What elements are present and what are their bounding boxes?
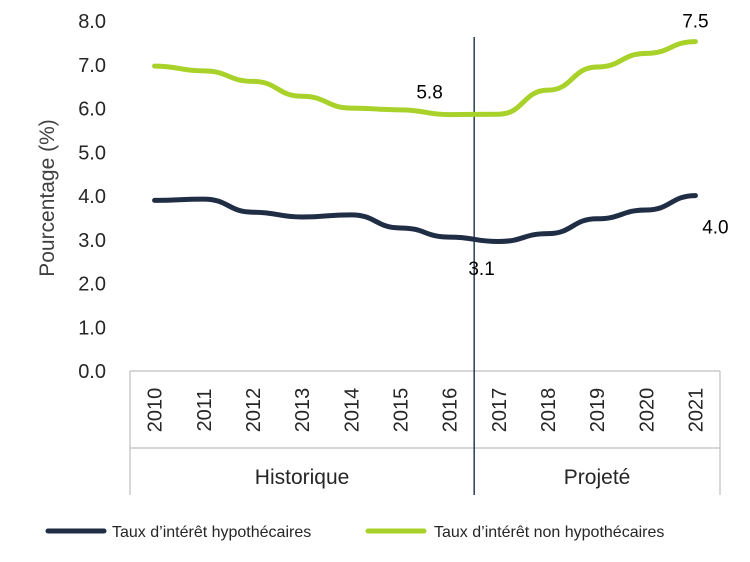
y-axis-label: Pourcentage (%) xyxy=(36,119,59,277)
y-tick-label: 6.0 xyxy=(78,99,106,121)
y-tick-label: 1.0 xyxy=(78,317,106,339)
y-tick-label: 0.0 xyxy=(78,361,106,383)
data-point xyxy=(251,79,255,83)
data-label: 4.0 xyxy=(702,218,728,239)
data-point xyxy=(546,88,550,92)
data-labels: 5.8 7.5 3.1 4.0 xyxy=(416,12,728,281)
y-tick-label: 5.0 xyxy=(78,142,106,164)
data-point xyxy=(497,112,501,116)
data-point xyxy=(448,235,452,239)
data-point xyxy=(398,108,402,112)
y-tick-label: 7.0 xyxy=(78,55,106,77)
data-point xyxy=(644,51,648,55)
legend-item: Taux d’intérêt hypothécaires xyxy=(45,524,311,541)
series-line-non-mortgage xyxy=(152,39,698,118)
data-label: 3.1 xyxy=(468,259,494,280)
x-tick-label: 2017 xyxy=(489,388,511,433)
y-tick-label: 2.0 xyxy=(78,274,106,296)
data-point xyxy=(497,240,501,243)
x-tick-label: 2019 xyxy=(587,388,609,433)
data-point xyxy=(398,226,402,230)
y-axis: 0.0 1.0 2.0 3.0 4.0 5.0 6.0 7.0 8.0 xyxy=(78,11,106,383)
y-tick-label: 4.0 xyxy=(78,186,106,208)
x-tick-label: 2011 xyxy=(194,388,216,431)
period-label: Projeté xyxy=(564,466,631,489)
x-tick-label: 2012 xyxy=(243,388,265,433)
x-tick-label: 2013 xyxy=(292,388,314,433)
y-tick-label: 3.0 xyxy=(78,230,106,252)
x-tick-label: 2021 xyxy=(685,388,707,433)
x-tick-label: 2016 xyxy=(440,388,462,433)
data-point xyxy=(153,198,157,202)
data-label: 7.5 xyxy=(682,12,708,33)
x-tick-label: 2018 xyxy=(538,388,560,433)
data-point xyxy=(202,197,206,201)
data-point xyxy=(349,106,353,110)
legend-label: Taux d’intérêt non hypothécaires xyxy=(434,524,664,541)
data-label: 5.8 xyxy=(416,83,442,104)
legend: Taux d’intérêt hypothécaires Taux d’intér… xyxy=(45,524,664,541)
data-point xyxy=(595,65,599,69)
series-group xyxy=(152,39,698,244)
data-point xyxy=(349,213,353,217)
legend-item: Taux d’intérêt non hypothécaires xyxy=(365,524,664,541)
data-point xyxy=(251,210,255,214)
x-tick-label: 2010 xyxy=(145,388,167,433)
data-point xyxy=(693,40,697,44)
series-line-mortgage xyxy=(152,193,698,244)
x-tick-label: 2015 xyxy=(390,388,412,433)
period-label: Historique xyxy=(255,466,350,489)
x-axis: 2010 2011 2012 2013 2014 2015 2016 2017 2018 2019… xyxy=(129,37,721,495)
data-point xyxy=(300,94,304,98)
y-tick-label: 8.0 xyxy=(78,11,106,33)
x-tick-label: 2020 xyxy=(636,388,658,433)
data-point xyxy=(546,232,550,236)
data-point xyxy=(202,69,206,73)
legend-label: Taux d’intérêt hypothécaires xyxy=(112,524,311,541)
data-point xyxy=(448,113,452,117)
data-point xyxy=(644,208,648,212)
x-tick-label: 2014 xyxy=(341,388,363,433)
data-point xyxy=(693,194,697,198)
data-point xyxy=(595,217,599,221)
data-point xyxy=(300,215,304,219)
data-point xyxy=(153,64,157,68)
